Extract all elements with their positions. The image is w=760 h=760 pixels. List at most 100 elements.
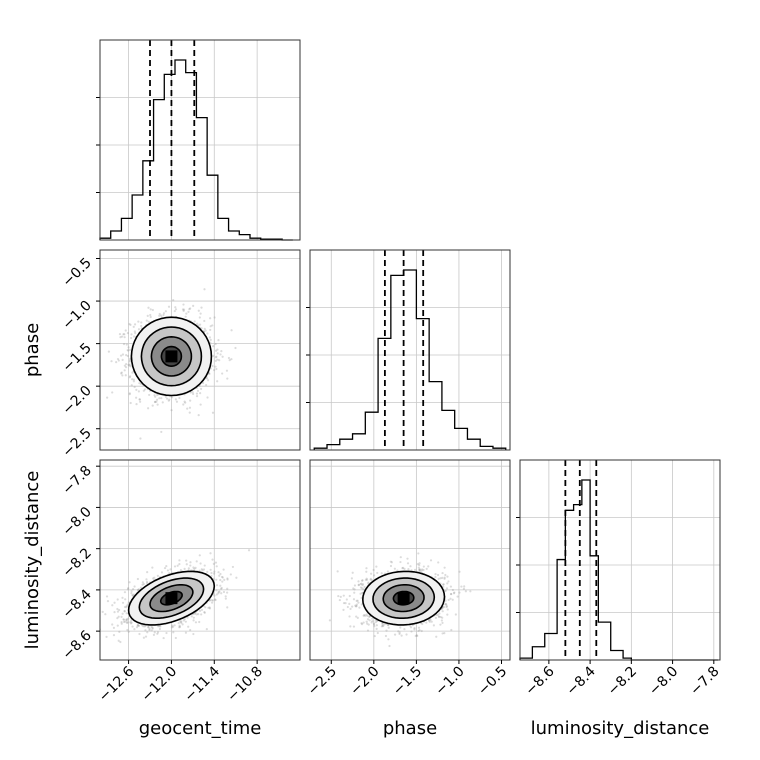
sample-point [206, 396, 209, 399]
contour-line [130, 316, 213, 397]
sample-point [195, 560, 198, 563]
sample-point [181, 308, 185, 311]
sample-point [153, 576, 156, 579]
sample-point [202, 568, 206, 571]
sample-point [210, 574, 213, 578]
panel-background [310, 460, 510, 660]
sample-point [173, 565, 177, 568]
sample-point [192, 616, 195, 619]
sample-point [342, 594, 345, 597]
sample-point [124, 620, 127, 623]
sample-point [184, 315, 187, 318]
sample-point [200, 608, 204, 611]
sample-point [119, 354, 123, 357]
sample-point [192, 619, 195, 622]
sample-point [180, 620, 183, 623]
sample-point [131, 625, 134, 628]
sample-point [123, 610, 126, 613]
sample-point [209, 552, 212, 555]
sample-point [171, 624, 174, 627]
sample-point [127, 363, 130, 366]
sample-point [151, 577, 155, 580]
sample-point [441, 632, 444, 635]
sample-point [198, 323, 202, 326]
sample-point [151, 627, 154, 630]
sample-point [380, 625, 383, 628]
sample-point [444, 599, 447, 602]
sample-point [126, 588, 130, 591]
sample-point [217, 339, 220, 342]
sample-point [199, 392, 202, 395]
sample-point [221, 372, 224, 375]
sample-point [113, 611, 116, 614]
histogram-geocent_time [99, 59, 293, 241]
sample-point [220, 586, 223, 590]
sample-point [147, 306, 150, 309]
sample-point [439, 577, 442, 580]
sample-point [446, 575, 449, 578]
sample-point [337, 594, 340, 598]
sample-point [116, 357, 120, 361]
sample-point [349, 607, 352, 611]
sample-point [421, 622, 424, 626]
sample-point [125, 618, 128, 621]
sample-point [227, 356, 231, 360]
sample-point [219, 578, 222, 582]
sample-point [220, 350, 223, 353]
sample-point [209, 328, 212, 332]
panel-frame [99, 459, 301, 661]
sample-point [133, 385, 136, 389]
sample-point [201, 569, 204, 572]
sample-point [360, 622, 363, 625]
sample-point [158, 312, 161, 316]
sample-point [441, 621, 444, 625]
sample-point [437, 615, 440, 618]
sample-point [196, 389, 200, 392]
sample-point [338, 598, 341, 602]
sample-point [214, 359, 217, 362]
sample-point [123, 369, 126, 372]
sample-point [129, 348, 132, 351]
sample-point [119, 640, 122, 644]
sample-point [125, 612, 128, 615]
sample-point [133, 323, 137, 326]
sample-point [222, 590, 226, 594]
sample-point [138, 398, 141, 401]
sample-point [127, 587, 130, 590]
sample-point [407, 568, 410, 571]
sample-point [120, 335, 124, 338]
sample-point [369, 577, 372, 580]
sample-point [145, 580, 149, 583]
sample-point [446, 582, 449, 585]
sample-point [398, 632, 401, 635]
sample-point [191, 392, 195, 396]
sample-point [441, 610, 444, 613]
sample-point [146, 571, 149, 574]
sample-point [217, 571, 220, 574]
sample-point [200, 306, 203, 309]
panel-frame [99, 39, 301, 241]
sample-point [128, 392, 131, 395]
sample-point [165, 397, 169, 400]
sample-point [452, 592, 456, 595]
sample-point [198, 609, 202, 612]
sample-point [128, 376, 131, 379]
sample-point [226, 377, 229, 380]
sample-point [372, 622, 376, 625]
sample-point [174, 398, 177, 401]
sample-point [146, 631, 149, 634]
sample-point [212, 345, 215, 348]
sample-point [215, 565, 218, 568]
sample-point [373, 634, 376, 638]
sample-point [360, 603, 363, 606]
sample-point [406, 562, 410, 565]
sample-point [125, 343, 128, 346]
sample-point [119, 336, 122, 339]
sample-point [125, 354, 128, 357]
sample-point [226, 606, 229, 609]
sample-point [158, 397, 161, 400]
joint-panel-phase-luminosity_distance [309, 459, 511, 661]
sample-point [217, 592, 220, 595]
sample-point [128, 359, 132, 362]
sample-point [145, 578, 148, 581]
